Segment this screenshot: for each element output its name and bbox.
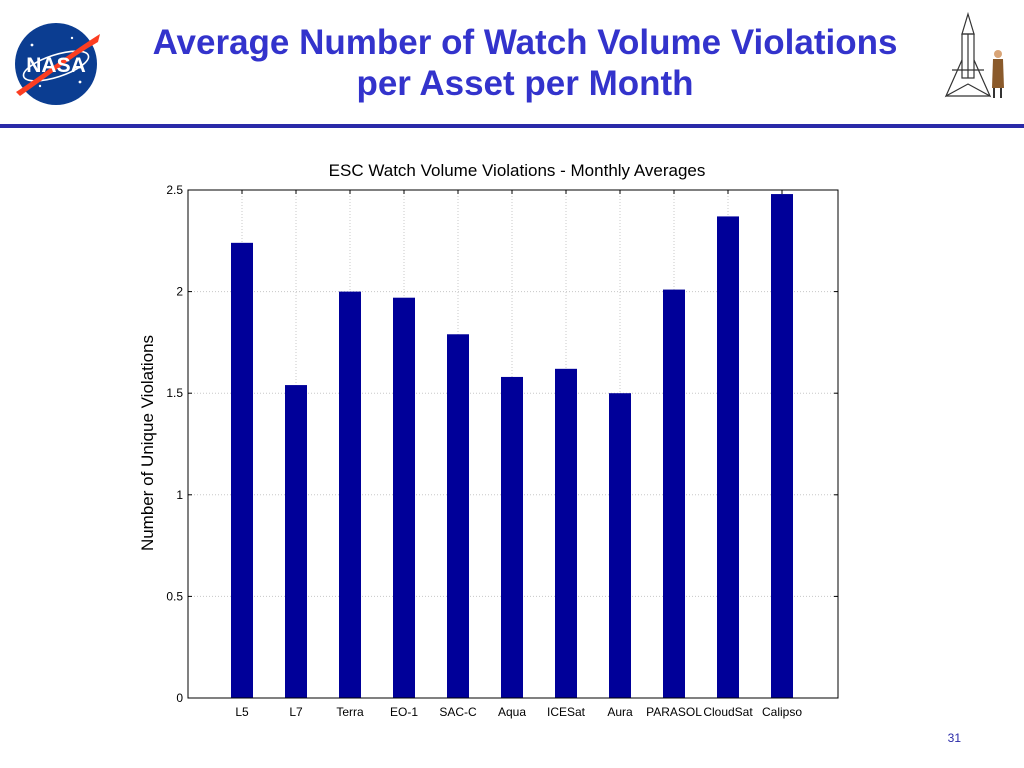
chart-title: ESC Watch Volume Violations - Monthly Av… — [329, 161, 706, 180]
x-tick-label: L5 — [235, 705, 249, 719]
x-tick-label: L7 — [289, 705, 303, 719]
bar-l5 — [231, 242, 253, 698]
x-tick-label: PARASOL — [646, 705, 702, 719]
y-tick-label: 1.5 — [166, 386, 183, 400]
logo-wordmark: NASA — [26, 54, 86, 77]
bar-sac-c — [447, 334, 469, 698]
bar-parasol — [663, 289, 685, 698]
nasa-meatball-logo-icon: NASA — [15, 23, 100, 105]
x-tick-label: Aqua — [498, 705, 526, 719]
x-tick-label: EO-1 — [390, 705, 418, 719]
y-tick-label: 0 — [176, 691, 183, 705]
y-tick-label: 2 — [176, 285, 183, 299]
page-number: 31 — [947, 731, 961, 745]
plot-frame — [187, 189, 839, 699]
bar-terra — [339, 291, 361, 698]
bar-eo-1 — [393, 297, 415, 698]
logo-vector-swoosh — [16, 34, 100, 96]
x-tick-label: Aura — [607, 705, 633, 719]
x-tick-label: ICESat — [547, 705, 586, 719]
y-tick-label: 0.5 — [166, 589, 183, 603]
bar-cloudsat — [717, 216, 739, 698]
x-tick-label: Terra — [336, 705, 364, 719]
title-line-2: per Asset per Month — [356, 64, 694, 103]
bar-aura — [609, 393, 631, 698]
bar-chart: ESC Watch Volume Violations - Monthly Av… — [138, 161, 839, 719]
bar-l7 — [285, 385, 307, 698]
x-tick-label: SAC-C — [439, 705, 477, 719]
y-axis-label: Number of Unique Violations — [138, 335, 157, 551]
x-tick-label: CloudSat — [703, 705, 753, 719]
bar-aqua — [501, 376, 523, 698]
bar-icesat — [555, 368, 577, 698]
rocket-with-figure-icon — [944, 11, 1004, 98]
x-tick-label: Calipso — [762, 705, 802, 719]
page-title: Average Number of Watch Volume Violation… — [100, 22, 950, 104]
title-divider — [0, 124, 1024, 128]
bar-calipso — [771, 194, 793, 698]
y-tick-label: 1 — [176, 488, 183, 502]
y-tick-label: 2.5 — [166, 183, 183, 197]
title-line-1: Average Number of Watch Volume Violation… — [152, 23, 898, 62]
